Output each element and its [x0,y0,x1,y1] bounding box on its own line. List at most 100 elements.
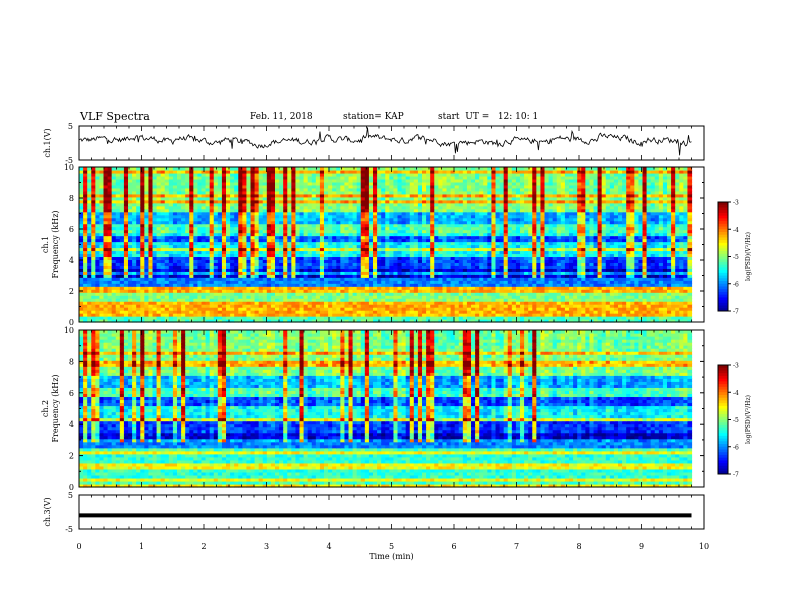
colorbar-cell [718,283,728,287]
ytick-label: 5 [68,122,73,131]
colorbar-tick-label: -4 [733,390,739,397]
colorbar-cell [718,259,728,263]
colorbar-cell [718,251,728,255]
colorbar-cell [718,384,728,388]
xtick-label: 1 [139,542,144,551]
colorbar-cell [718,212,728,217]
ytick-label: 6 [69,389,74,398]
colorbar-cell [718,234,728,238]
colorbar-label: log(PSD)(V²/Hz) [745,395,752,444]
colorbar-cell [718,386,728,391]
chart-title: VLF Spectra [80,110,150,123]
colorbar-cell [718,297,728,301]
colorbar-cell [718,468,728,472]
colorbar-cell [718,400,728,404]
colorbar-cell [718,294,728,298]
colorbar-cell [718,373,728,377]
colorbar-cell [718,457,728,461]
colorbar-cell [718,207,728,211]
colorbar-cell [718,446,728,450]
colorbar-cell [718,375,728,380]
colorbar-cell [718,441,728,445]
colorbar-cell [718,291,728,296]
colorbar-label: log(PSD)(V²/Hz) [745,232,752,281]
colorbar-cell [718,405,728,410]
colorbar-cell [718,430,728,434]
spectrogram-1-image [79,167,693,323]
ylabel-channel: ch.1 [41,236,50,253]
station-label: station= KAP [343,112,404,122]
xtick-label: 9 [639,542,644,551]
colorbar-cell [718,281,728,285]
colorbar-cell [718,424,728,429]
colorbar-cell [718,240,728,244]
colorbar-cell [718,454,728,459]
ytick-label: 8 [69,194,74,203]
ytick-label: 10 [64,326,74,335]
xtick-label: 7 [514,542,519,551]
ytick-label: 5 [68,491,73,500]
colorbar-cell [718,465,728,470]
ytick-label: 0 [69,318,74,327]
colorbar-cell [718,264,728,268]
ylabel-frequency: Frequency (kHz) [51,374,60,442]
colorbar-cell [718,370,728,374]
colorbar-cell [718,444,728,448]
colorbar-tick-label: -4 [733,227,739,234]
colorbar-cell [718,272,728,277]
ytick-label: 2 [69,452,74,461]
colorbar-cell [718,392,728,396]
colorbar-cell [718,397,728,401]
colorbar-cell [718,414,728,418]
colorbar-cell [718,433,728,437]
colorbar-tick-label: -5 [733,254,739,261]
colorbar-cell [718,261,728,266]
colorbar-tick-label: -7 [733,472,739,479]
xlabel-time: Time (min) [369,552,413,561]
colorbar-cell [718,305,728,309]
ytick-label: -5 [65,156,73,165]
xtick-label: 0 [76,542,81,551]
colorbar-cell [718,300,728,304]
colorbar-cell [718,460,728,464]
colorbar-tick-label: -3 [733,363,739,370]
xtick-label: 2 [201,542,206,551]
colorbar-cell [718,215,728,219]
colorbar-cell [718,365,728,369]
colorbar-cell [718,438,728,442]
colorbar-cell [718,218,728,222]
xtick-label: 3 [264,542,269,551]
date-label: Feb. 11, 2018 [250,112,313,122]
colorbar-cell [718,411,728,415]
colorbar-cell [718,408,728,412]
ytick-label: 4 [69,256,74,265]
colorbar-cell [718,256,728,260]
colorbar-cell [718,237,728,241]
colorbar-cell [718,403,728,407]
colorbar-cell [718,286,728,290]
colorbar-cell [718,229,728,233]
colorbar-cell [718,422,728,426]
ch1-waveform-line [78,127,692,156]
ytick-label: 2 [69,287,74,296]
colorbar-cell [718,381,728,385]
colorbar-cell [718,471,728,475]
ylabel-voltage: ch.3(V) [43,497,52,526]
colorbar-cell [718,419,728,423]
colorbar-tick-label: -7 [733,309,739,316]
spectrogram-2-image [79,330,693,488]
colorbar-cell [718,270,728,274]
colorbar-cell [718,223,728,228]
colorbar-cell [718,378,728,382]
xtick-label: 10 [699,542,709,551]
colorbar-cell [718,275,728,279]
colorbar-cell [718,367,728,371]
colorbar-tick-label: -5 [733,417,739,424]
colorbar-cell [718,253,728,258]
colorbar-cell [718,435,728,440]
colorbar-cell [718,267,728,271]
colorbar-cell [718,289,728,293]
colorbar-cell [718,416,728,420]
ytick-label: 8 [69,357,74,366]
